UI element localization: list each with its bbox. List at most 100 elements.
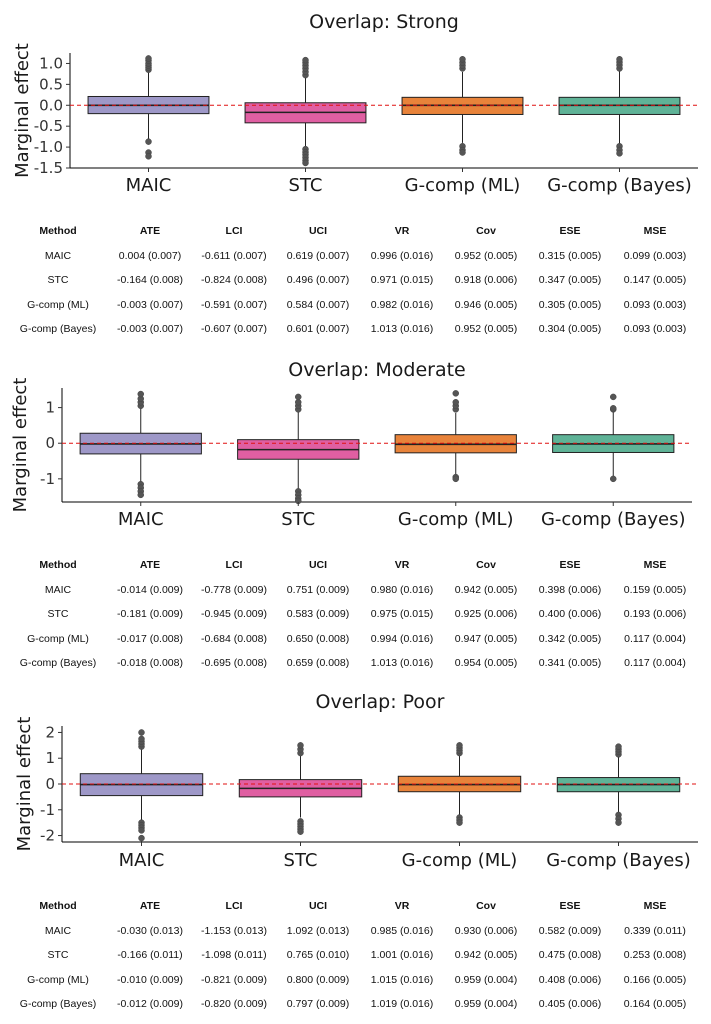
table-cell: -1.153 (0.013) (201, 924, 267, 937)
y-axis-label: Marginal effect (10, 378, 31, 513)
table-cell: 0.918 (0.006) (454, 274, 518, 287)
table-cell: 0.342 (0.005) (538, 632, 602, 645)
x-tick-label: G-comp (ML) (405, 175, 521, 196)
table-cell: 0.996 (0.016) (370, 249, 434, 262)
column-header: MSE (643, 900, 667, 913)
table-row: MAIC 0.004 (0.007) -0.611 (0.007) 0.619 (0.… (8, 244, 698, 269)
y-tick-label: 0.5 (39, 75, 63, 93)
column-header: LCI (225, 900, 243, 913)
y-tick-label: 1 (45, 399, 55, 417)
chart-panel-poor: Overlap: Poor Marginal effect -2 -1 0 1 2 MAIC S… (0, 684, 711, 884)
column-header: UCI (308, 559, 328, 572)
chart-panel-moderate: Overlap: Moderate Marginal effect -1 0 1 MAIC… (0, 350, 711, 545)
table-cell: -0.014 (0.009) (117, 583, 183, 596)
table-cell: 0.952 (0.005) (454, 323, 518, 336)
table-cell: MAIC (44, 924, 72, 937)
outlier-point (615, 819, 622, 826)
y-tick-label: -2 (40, 827, 55, 845)
y-axis-label: Marginal effect (12, 43, 33, 178)
table-cell: 0.797 (0.009) (286, 998, 350, 1011)
y-tick-label: -1.0 (34, 138, 63, 156)
column-header: ATE (139, 900, 161, 913)
table-cell: 0.341 (0.005) (538, 657, 602, 670)
outlier-point (297, 742, 304, 749)
table-cell: 0.093 (0.003) (623, 323, 687, 336)
table-cell: G-comp (ML) (27, 632, 89, 645)
column-header: VR (394, 559, 410, 572)
table-cell: G-comp (ML) (27, 973, 89, 986)
stats-table-moderate: Method ATE LCI UCI VR Cov ESE MSE MAIC -0.014 (0.… (8, 553, 698, 676)
table-cell: STC (47, 608, 69, 621)
box-g-comp-ml- (401, 56, 524, 156)
table-header-row: Method ATE LCI UCI VR Cov ESE MSE (8, 219, 698, 244)
table-cell: 0.751 (0.009) (286, 583, 350, 596)
column-header: Method (39, 225, 77, 238)
y-tick-label: -1.5 (34, 159, 63, 177)
table-row: MAIC -0.014 (0.009) -0.778 (0.009) 0.751 (0… (8, 578, 698, 603)
table-cell: 0.947 (0.005) (454, 632, 518, 645)
outlier-point (145, 153, 152, 160)
chart-panel-strong: Overlap: Strong Marginal effect -1.5 -1.0 -0… (0, 0, 711, 205)
chart-title: Overlap: Strong (309, 11, 459, 33)
x-tick-label: MAIC (118, 509, 164, 530)
table-cell: 0.942 (0.005) (454, 583, 518, 596)
table-cell: 0.582 (0.009) (538, 924, 602, 937)
outlier-point (137, 491, 144, 499)
table-cell: 0.959 (0.004) (454, 998, 518, 1011)
y-tick-label: 2 (45, 723, 55, 741)
table-cell: 0.954 (0.005) (454, 657, 518, 670)
y-tick-label: 1 (45, 749, 55, 767)
outlier-point (138, 735, 145, 743)
table-cell: 0.982 (0.016) (370, 298, 434, 311)
column-header: MSE (643, 225, 667, 238)
y-tick-label: 0 (45, 434, 55, 452)
table-cell: 0.164 (0.005) (623, 998, 687, 1011)
outlier-point (138, 827, 145, 834)
table-cell: STC (47, 274, 69, 287)
table-row: G-comp (ML) -0.017 (0.008) -0.684 (0.008) 0… (8, 627, 698, 652)
box-g-comp-bayes- (556, 743, 681, 826)
table-cell: 0.305 (0.005) (538, 298, 602, 311)
outlier-point (302, 56, 309, 64)
column-header: ESE (559, 225, 581, 238)
outlier-point (302, 159, 309, 167)
table-cell: -0.003 (0.007) (117, 298, 183, 311)
table-cell: -0.017 (0.008) (117, 632, 183, 645)
table-cell: -0.591 (0.007) (201, 298, 267, 311)
table-cell: 0.496 (0.007) (286, 274, 350, 287)
box-g-comp-bayes- (552, 393, 675, 483)
outlier-point (452, 475, 459, 483)
y-tick-label: -1 (40, 801, 55, 819)
stats-table-strong: Method ATE LCI UCI VR Cov ESE MSE MAIC 0.004 (0.0… (8, 219, 698, 342)
table-cell: -0.611 (0.007) (201, 249, 267, 262)
x-tick-label: STC (281, 509, 315, 530)
column-header: UCI (308, 900, 328, 913)
table-cell: 0.952 (0.005) (454, 249, 518, 262)
column-header: ATE (139, 225, 161, 238)
column-header: LCI (225, 559, 243, 572)
outlier-point (610, 475, 617, 483)
y-tick-label: 0.0 (39, 96, 63, 114)
box-maic (87, 55, 210, 160)
table-cell: 0.584 (0.007) (286, 298, 350, 311)
table-row: G-comp (Bayes) -0.003 (0.007) -0.607 (0.00… (8, 317, 698, 342)
outlier-point (145, 55, 152, 62)
table-cell: G-comp (Bayes) (19, 323, 97, 336)
table-cell: 0.994 (0.016) (370, 632, 434, 645)
table-cell: -0.607 (0.007) (201, 323, 267, 336)
x-tick-label: G-comp (Bayes) (541, 509, 686, 530)
table-row: MAIC -0.030 (0.013) -1.153 (0.013) 1.092 (0… (8, 919, 698, 944)
table-cell: -0.945 (0.009) (201, 608, 267, 621)
x-tick-label: G-comp (Bayes) (547, 175, 692, 196)
table-cell: 0.193 (0.006) (623, 608, 687, 621)
table-cell: 0.339 (0.011) (624, 924, 686, 937)
table-cell: 0.475 (0.008) (538, 949, 602, 962)
chart-title: Overlap: Poor (316, 691, 445, 713)
table-cell: 0.405 (0.006) (538, 998, 602, 1011)
table-cell: 0.398 (0.006) (538, 583, 602, 596)
table-cell: 0.980 (0.016) (370, 583, 434, 596)
outlier-point (459, 56, 466, 63)
table-header-row: Method ATE LCI UCI VR Cov ESE MSE (8, 553, 698, 578)
table-cell: 0.946 (0.005) (454, 298, 518, 311)
table-cell: -0.821 (0.009) (201, 973, 267, 986)
